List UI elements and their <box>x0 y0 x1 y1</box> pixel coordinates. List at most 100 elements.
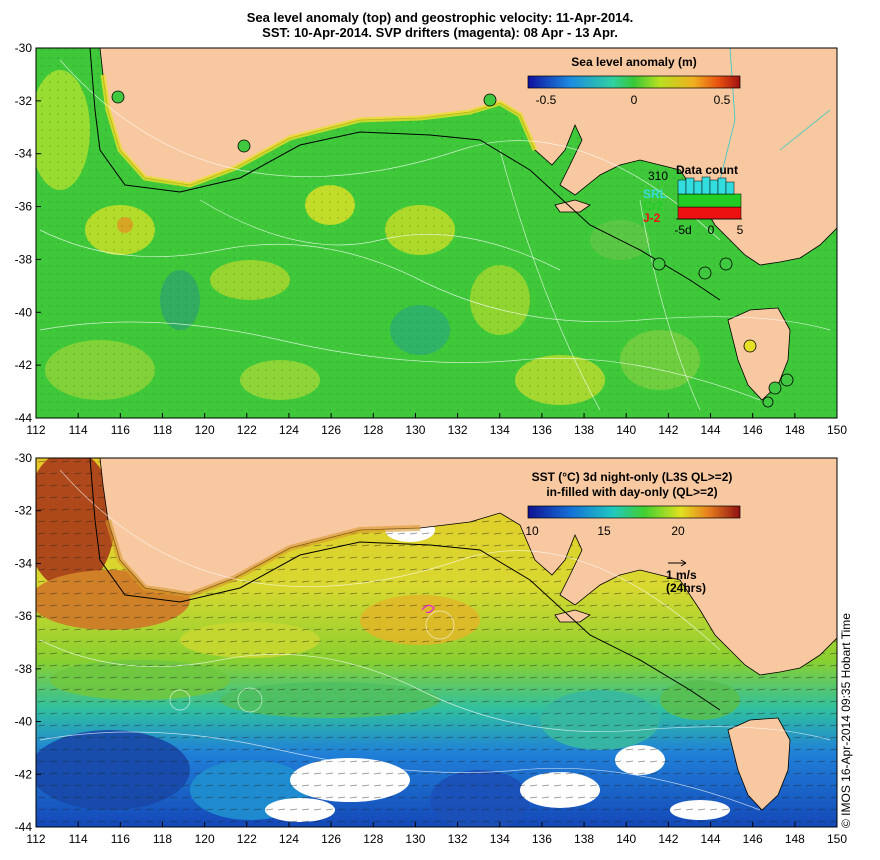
lon-tick-label: 124 <box>279 832 299 846</box>
lon-tick-label: 114 <box>69 423 88 437</box>
sla-shelf-break <box>89 48 721 301</box>
sst-colorbar-title-1: SST (°C) 3d night-only (L3S QL>=2) <box>532 470 733 484</box>
lon-tick-label: 130 <box>405 423 425 437</box>
lon-tick-label: 116 <box>111 832 130 846</box>
lon-tick-label: 138 <box>574 832 594 846</box>
svp-drifter-track <box>421 604 435 614</box>
lon-tick-label: 140 <box>616 832 636 846</box>
data-count-xtick: 0 <box>708 223 715 237</box>
lon-tick-label: 146 <box>743 832 763 846</box>
sla-kangaroo-island <box>554 199 591 213</box>
sla-tasmania-land <box>727 307 791 401</box>
lat-tick-label: -42 <box>15 767 33 781</box>
lon-tick-label: 132 <box>448 832 468 846</box>
sla-contours <box>39 59 831 411</box>
velocity-scale-sublabel: (24hrs) <box>666 581 706 595</box>
lon-tick-label: 134 <box>490 832 510 846</box>
lat-tick-label: -38 <box>15 252 33 266</box>
sst-colorbar-tick: 10 <box>525 524 539 538</box>
lon-tick-label: 142 <box>658 423 678 437</box>
lon-tick-label: 136 <box>532 423 552 437</box>
velocity-scale-label: 1 m/s <box>666 568 697 582</box>
satellite-label-j2: J-2 <box>643 211 661 225</box>
lat-tick-label: -32 <box>15 504 33 518</box>
lon-tick-label: 150 <box>827 832 847 846</box>
sla-map-frame <box>35 47 838 419</box>
lon-tick-label: 144 <box>701 423 721 437</box>
sla-colorbar: Sea level anomaly (m) -0.5 0 0.5 <box>527 55 741 107</box>
sla-map-panel <box>36 48 837 418</box>
lon-tick-label: 126 <box>321 423 341 437</box>
lon-tick-label: 118 <box>153 423 172 437</box>
lon-tick-label: 148 <box>785 832 805 846</box>
lon-tick-label: 142 <box>658 832 678 846</box>
data-count-xtick: 5 <box>737 223 744 237</box>
lat-tick-label: -36 <box>15 200 33 214</box>
lon-tick-label: 124 <box>279 423 299 437</box>
lon-tick-label: 134 <box>490 423 510 437</box>
lon-tick-label: 150 <box>827 423 847 437</box>
lat-tick-label: -38 <box>15 662 33 676</box>
lat-tick-label: -30 <box>15 451 33 465</box>
lat-tick-label: -34 <box>15 147 33 161</box>
lon-tick-label: 120 <box>195 832 215 846</box>
top-lat-ticks: -30 -32 -34 -36 -38 -40 -42 -44 <box>15 41 41 425</box>
lon-tick-label: 130 <box>405 832 425 846</box>
lon-tick-label: 148 <box>785 423 805 437</box>
figure-title-line1: Sea level anomaly (top) and geostrophic … <box>246 10 634 25</box>
figure-title-line2: SST: 10-Apr-2014. SVP drifters (magenta)… <box>262 25 618 40</box>
lat-tick-label: -42 <box>15 358 33 372</box>
top-lon-ticks: 112 114 116 118 120 122 124 126 128 130 132 134 136 1… <box>26 413 847 437</box>
lat-tick-label: -30 <box>15 41 33 55</box>
velocity-scale: 1 m/s (24hrs) <box>666 559 706 595</box>
lon-tick-label: 146 <box>743 423 763 437</box>
sst-map-frame <box>35 457 838 828</box>
sst-tasmania-land <box>727 717 791 811</box>
bottom-lat-ticks: -30 -32 -34 -36 -38 -40 -42 -44 <box>15 451 41 834</box>
bottom-lon-ticks: 112 114 116 118 120 122 124 126 128 130 132 134 136 1… <box>26 822 847 846</box>
sst-colorbar-title-2: in-filled with day-only (QL>=2) <box>546 485 717 499</box>
sst-kangaroo-island <box>554 609 591 623</box>
data-count-max: 310 <box>648 169 668 183</box>
lat-tick-label: -34 <box>15 556 33 570</box>
lon-tick-label: 132 <box>448 423 468 437</box>
lat-tick-label: -32 <box>15 94 33 108</box>
sst-colorbar-tick: 20 <box>671 524 685 538</box>
lon-tick-label: 116 <box>111 423 130 437</box>
lon-tick-label: 122 <box>237 832 257 846</box>
sla-colorbar-tick: 0 <box>631 93 638 107</box>
lon-tick-label: 144 <box>701 832 721 846</box>
lon-tick-label: 136 <box>532 832 552 846</box>
lon-tick-label: 118 <box>153 832 172 846</box>
lon-tick-label: 140 <box>616 423 636 437</box>
lon-tick-label: 114 <box>69 832 88 846</box>
data-count-title: Data count <box>676 163 738 177</box>
sst-shelf-break <box>89 458 721 711</box>
lat-tick-label: -36 <box>15 609 33 623</box>
lon-tick-label: 128 <box>363 832 383 846</box>
lon-tick-label: 122 <box>237 423 257 437</box>
lat-tick-label: -40 <box>15 715 33 729</box>
lat-tick-label: -44 <box>15 820 33 834</box>
satellite-label-cr2: Cr2 <box>643 199 663 213</box>
sla-colorbar-tick: 0.5 <box>714 93 731 107</box>
data-count-bars <box>677 176 742 220</box>
sst-sla-contours <box>39 469 831 811</box>
data-count-inset: Data count 310 SRL Cr2 J-2 -5d 0 5 <box>643 163 744 237</box>
lon-tick-label: 128 <box>363 423 383 437</box>
lon-tick-label: 120 <box>195 423 215 437</box>
lat-tick-label: -40 <box>15 305 33 319</box>
lon-tick-label: 138 <box>574 423 594 437</box>
lon-tick-label: 112 <box>26 423 45 437</box>
sla-colorbar-title: Sea level anomaly (m) <box>571 55 696 69</box>
sst-colorbar: SST (°C) 3d night-only (L3S QL>=2) in-fi… <box>525 470 741 538</box>
data-count-xtick: -5d <box>674 223 691 237</box>
sla-colorbar-tick: -0.5 <box>536 93 557 107</box>
lon-tick-label: 126 <box>321 832 341 846</box>
tide-gauge-markers <box>111 90 794 408</box>
lat-tick-label: -44 <box>15 411 33 425</box>
satellite-label-srl: SRL <box>643 187 667 201</box>
credit-text: © IMOS 16-Apr-2014 09:35 Hobart Time <box>839 613 853 828</box>
lon-tick-label: 112 <box>26 832 45 846</box>
